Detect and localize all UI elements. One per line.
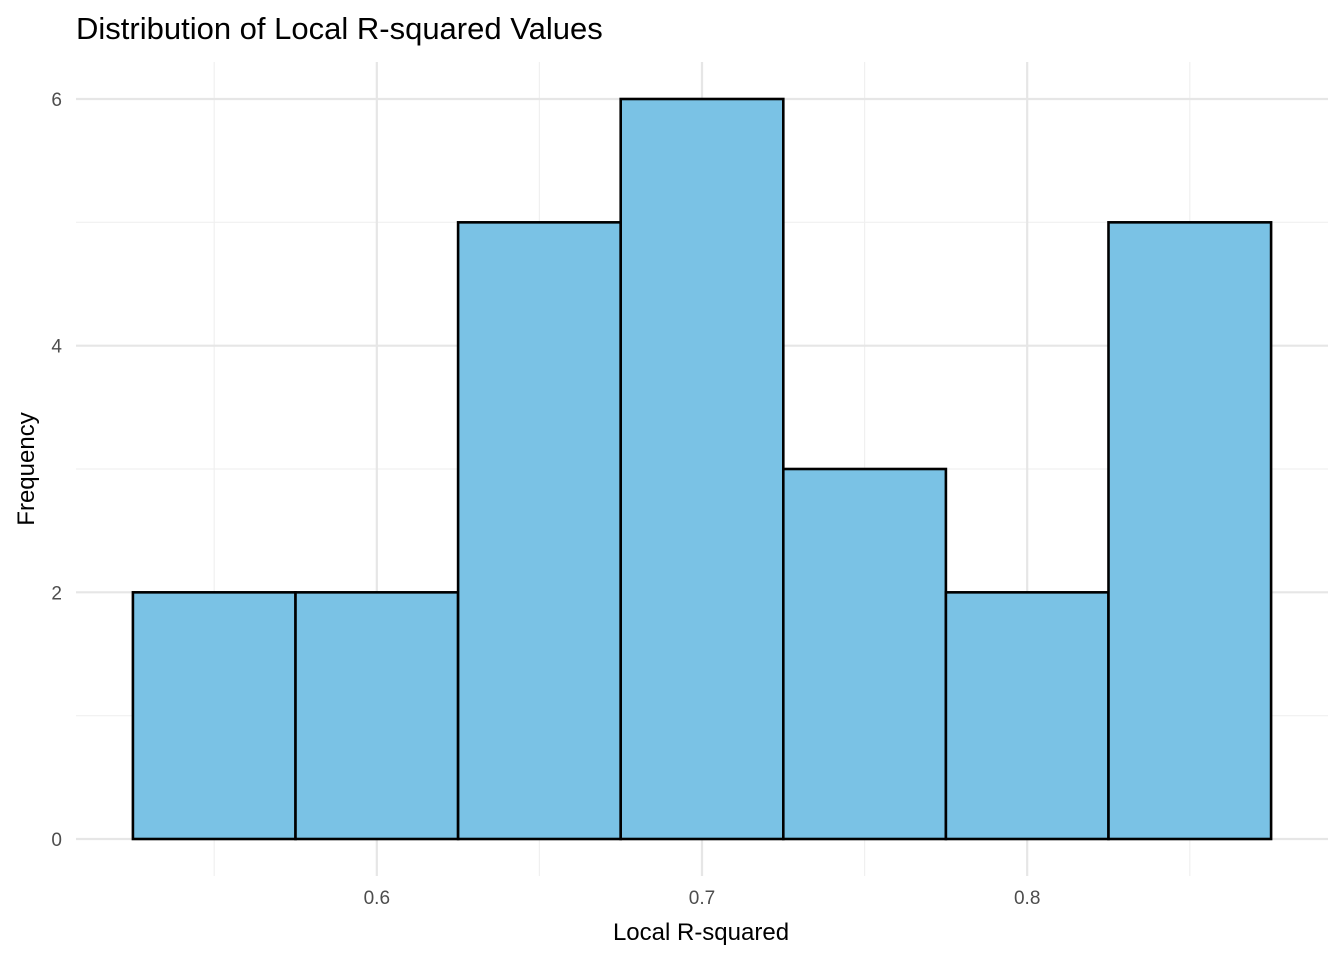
y-axis-label: Frequency: [13, 412, 40, 525]
x-tick-label: 0.6: [364, 888, 390, 909]
x-tick-label: 0.7: [689, 888, 715, 909]
y-tick-label: 2: [51, 583, 62, 604]
y-tick-label: 0: [51, 830, 62, 851]
y-axis-ticks: 0 2 4 6: [51, 90, 62, 851]
histogram-bar: [294, 591, 460, 841]
histogram-bar: [131, 591, 297, 841]
x-tick-label: 0.8: [1014, 888, 1040, 909]
y-tick-label: 6: [51, 90, 62, 111]
x-axis-label: Local R-squared: [613, 919, 789, 946]
y-tick-label: 4: [51, 337, 62, 358]
histogram-bar: [1107, 221, 1273, 841]
chart-title: Distribution of Local R-squared Values: [76, 11, 603, 46]
histogram-bar: [456, 221, 623, 841]
x-axis-ticks: 0.6 0.7 0.8: [364, 888, 1041, 909]
histogram-bars: [131, 97, 1273, 841]
histogram-bar: [781, 467, 948, 841]
histogram-bar: [944, 591, 1110, 841]
histogram-bar: [619, 97, 785, 841]
